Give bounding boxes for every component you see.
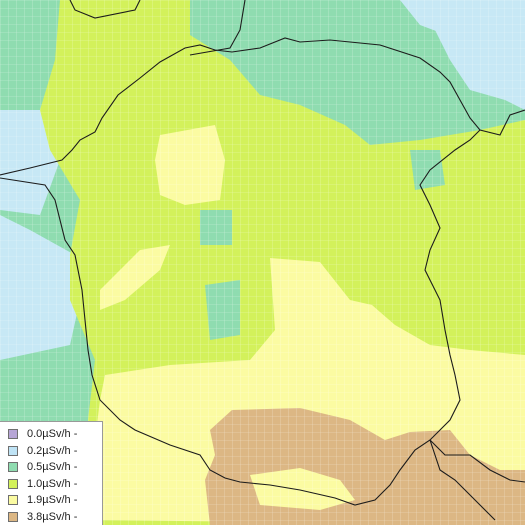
legend-swatch: [8, 511, 18, 522]
legend-swatch: [8, 429, 18, 440]
legend-item: 1.0µSv/h -: [8, 476, 102, 493]
legend-swatch: [8, 445, 18, 456]
legend-swatch: [8, 478, 18, 489]
legend-label: 0.5µSv/h -: [27, 461, 78, 474]
legend: 0.0µSv/h - 0.2µSv/h - 0.5µSv/h - 1.0µSv/…: [0, 421, 103, 525]
legend-item: 0.2µSv/h -: [8, 443, 102, 460]
legend-label: 0.2µSv/h -: [27, 444, 78, 457]
legend-item: 0.0µSv/h -: [8, 426, 102, 443]
legend-swatch: [8, 495, 18, 506]
legend-label: 1.9µSv/h -: [27, 494, 78, 507]
legend-label: 3.8µSv/h -: [27, 510, 78, 523]
legend-label: 0.0µSv/h -: [27, 428, 78, 441]
legend-item: 3.8µSv/h -: [8, 509, 102, 525]
legend-label: 1.0µSv/h -: [27, 477, 78, 490]
legend-swatch: [8, 462, 18, 473]
legend-item: 0.5µSv/h -: [8, 459, 102, 476]
legend-item: 1.9µSv/h -: [8, 492, 102, 509]
